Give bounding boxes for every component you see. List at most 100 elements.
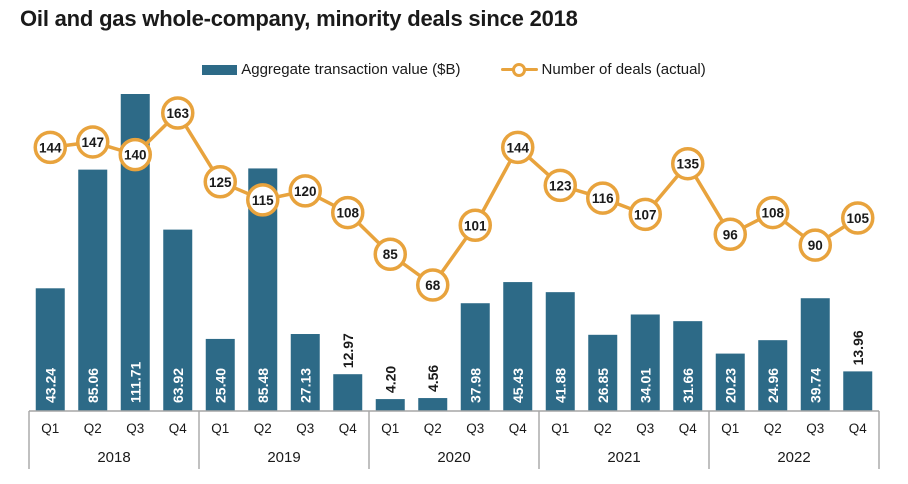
deals-marker-label: 147 [81, 135, 104, 150]
deals-marker-label: 125 [209, 175, 232, 190]
deals-marker-label: 107 [634, 207, 657, 222]
deals-marker [713, 217, 747, 252]
bar [545, 292, 575, 411]
quarter-tick-label: Q4 [169, 421, 188, 436]
year-label: 2022 [777, 449, 810, 466]
bar-value-label: 111.71 [127, 362, 143, 403]
bar-value-label: 37.98 [467, 368, 483, 403]
bar-swatch-icon [202, 64, 238, 75]
deals-marker [246, 183, 280, 217]
bar [630, 314, 660, 411]
quarter-tick-label: Q1 [721, 421, 739, 436]
quarter-tick-label: Q4 [849, 421, 868, 436]
bar-value-label: 45.43 [510, 368, 526, 403]
line-marker-swatch-icon [500, 62, 538, 78]
deals-marker-label: 108 [761, 206, 784, 221]
bar-value-label: 4.56 [425, 365, 441, 392]
bar [205, 338, 235, 411]
bar-value-label: 26.85 [595, 368, 611, 403]
deals-marker-label: 85 [383, 247, 399, 262]
deals-marker [671, 146, 705, 181]
year-label: 2020 [437, 449, 470, 466]
deals-marker-label: 163 [166, 106, 189, 121]
bar-value-label: 24.96 [765, 368, 781, 403]
bar-value-label: 39.74 [807, 368, 823, 403]
legend-line-label: Number of deals (actual) [541, 61, 706, 78]
deals-marker-label: 68 [425, 278, 441, 293]
deals-marker [118, 137, 152, 172]
deals-marker-label: 123 [549, 178, 572, 193]
bar-value-label: 12.97 [340, 333, 356, 368]
deals-marker [33, 130, 67, 165]
deals-marker [628, 197, 662, 232]
legend-bar-label: Aggregate transaction value ($B) [241, 61, 461, 78]
quarter-tick-label: Q4 [679, 421, 698, 436]
quarter-tick-label: Q4 [509, 421, 528, 436]
deals-marker [841, 201, 875, 235]
bar-value-label: 25.40 [212, 368, 228, 403]
bar [460, 303, 490, 411]
deals-marker [161, 96, 195, 130]
deals-marker-label: 144 [39, 140, 62, 155]
deals-marker-label: 140 [124, 148, 147, 163]
year-label: 2021 [607, 449, 640, 466]
bar [290, 334, 320, 411]
deals-marker [501, 130, 535, 165]
quarter-tick-label: Q3 [126, 421, 144, 436]
bar [843, 371, 873, 411]
bar [588, 334, 618, 411]
quarter-tick-label: Q1 [41, 421, 59, 436]
deals-marker [416, 268, 450, 302]
bar-value-label: 13.96 [850, 330, 866, 365]
deals-marker-label: 120 [294, 184, 317, 199]
legend-item-line: Number of deals (actual) [500, 61, 706, 78]
bar-value-label: 34.01 [637, 368, 653, 403]
deals-marker-label: 90 [808, 238, 823, 253]
deals-marker-label: 96 [723, 227, 739, 242]
chart-title: Oil and gas whole-company, minority deal… [20, 6, 578, 31]
quarter-tick-label: Q1 [381, 421, 399, 436]
bar [78, 169, 108, 411]
year-label: 2018 [97, 449, 130, 466]
deals-marker [586, 181, 620, 215]
quarter-tick-label: Q2 [594, 421, 612, 436]
deals-marker-label: 108 [336, 206, 359, 221]
quarter-tick-label: Q1 [211, 421, 229, 436]
bar [673, 321, 703, 411]
deals-marker-label: 105 [846, 211, 869, 226]
quarter-tick-label: Q2 [424, 421, 442, 436]
quarter-tick-label: Q3 [636, 421, 654, 436]
deals-marker [331, 195, 365, 230]
deals-marker [458, 208, 492, 243]
deals-marker [203, 165, 237, 199]
bar-value-label: 31.66 [680, 368, 696, 403]
bar-value-label: 85.48 [255, 368, 271, 403]
bar-value-label: 27.13 [297, 368, 313, 403]
deals-marker-label: 115 [252, 193, 274, 208]
bar [35, 288, 65, 411]
deals-marker [798, 228, 832, 262]
bar-value-label: 4.20 [382, 366, 398, 393]
deals-marker-label: 101 [464, 218, 487, 233]
deals-marker-label: 116 [592, 191, 614, 206]
bar-value-label: 63.92 [170, 368, 186, 403]
bar [333, 374, 363, 411]
bar [163, 229, 193, 411]
bar [418, 398, 448, 411]
deals-marker [76, 125, 110, 159]
quarter-tick-label: Q2 [764, 421, 782, 436]
deals-marker [543, 168, 577, 203]
quarter-tick-label: Q3 [296, 421, 314, 436]
quarter-tick-label: Q1 [551, 421, 569, 436]
legend: Aggregate transaction value ($B) Number … [0, 61, 908, 78]
quarter-tick-label: Q3 [806, 421, 824, 436]
bar-value-label: 41.88 [552, 368, 568, 403]
deals-marker-label: 135 [676, 157, 699, 172]
bar-value-label: 85.06 [85, 368, 101, 403]
legend-item-bars: Aggregate transaction value ($B) [202, 61, 461, 78]
quarter-tick-label: Q3 [466, 421, 484, 436]
year-label: 2019 [267, 449, 300, 466]
quarter-tick-label: Q4 [339, 421, 358, 436]
